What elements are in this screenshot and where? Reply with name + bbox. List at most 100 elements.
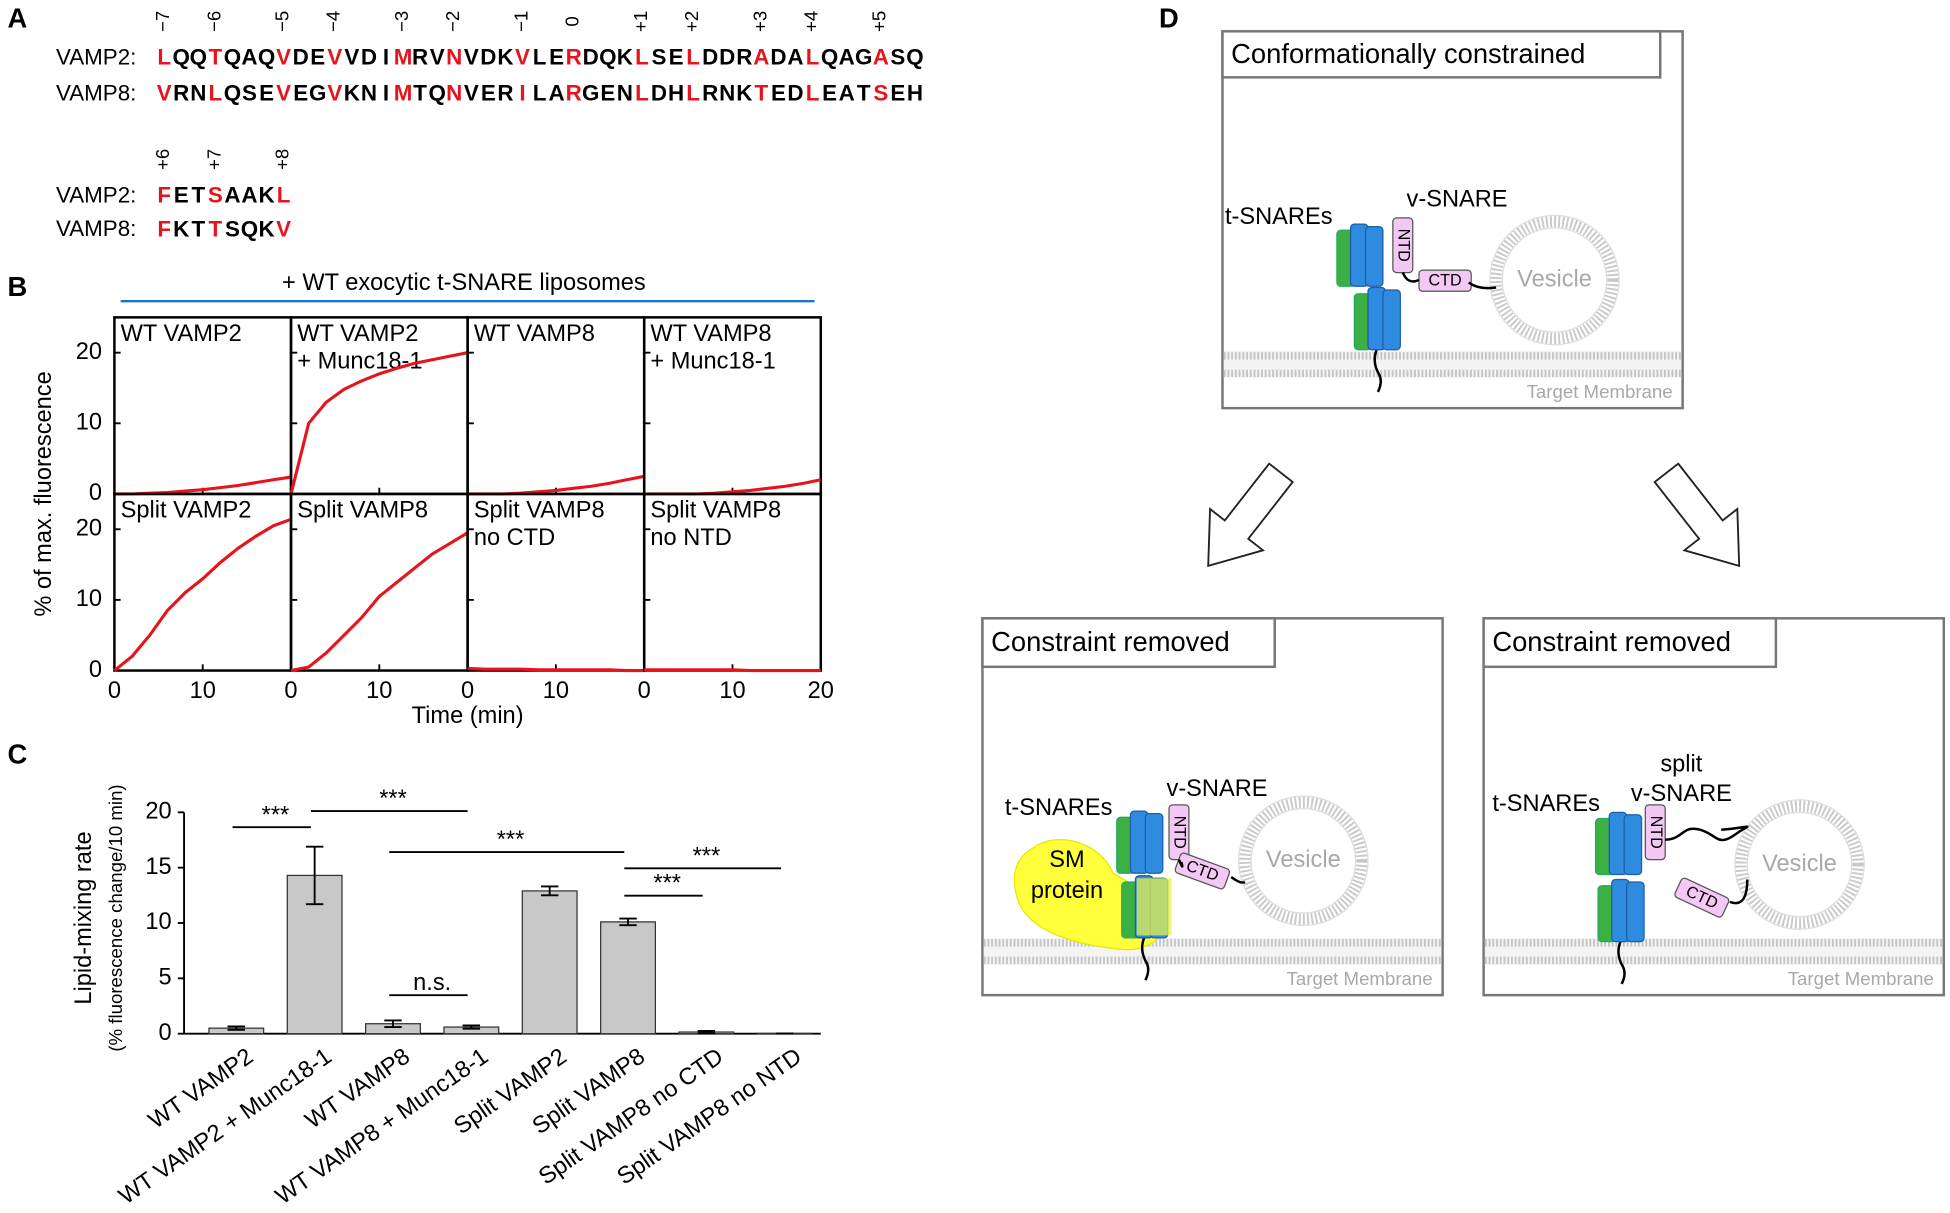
panel-title: WT VAMP8 bbox=[650, 321, 771, 347]
vesicle-edge bbox=[1746, 811, 1853, 918]
significance-label: *** bbox=[653, 871, 681, 897]
protein-name: VAMP8: bbox=[56, 216, 136, 241]
t-snare-label: t-SNAREs bbox=[1005, 795, 1113, 821]
y-tick-label: 0 bbox=[89, 480, 102, 506]
error-bar bbox=[305, 845, 324, 906]
y-axis-label: (% fluorescence change/10 min) bbox=[105, 784, 126, 1051]
curve bbox=[289, 351, 468, 495]
x-tick-label: 0 bbox=[284, 678, 297, 704]
v-snare-label: v-SNARE bbox=[1407, 187, 1508, 213]
panel-title: WT VAMP8 bbox=[474, 321, 595, 347]
bar bbox=[521, 890, 578, 1035]
snare-helix bbox=[1144, 812, 1164, 874]
layer-label: +5 bbox=[869, 11, 890, 32]
y-tick-label: 15 bbox=[145, 854, 171, 880]
panel-title: Split VAMP8 bbox=[474, 498, 605, 524]
y-axis-label: Lipid-mixing rate bbox=[71, 831, 97, 1004]
panel-title: Split VAMP8 bbox=[297, 498, 428, 524]
layer-label: −5 bbox=[272, 11, 293, 32]
t-snare-label: t-SNAREs bbox=[1225, 204, 1333, 230]
title-frame bbox=[1482, 617, 1778, 669]
box-title: Constraint removed bbox=[991, 626, 1230, 657]
y-tick-label: 20 bbox=[76, 339, 102, 365]
layer-label: +1 bbox=[630, 11, 651, 32]
panel-letter: D bbox=[1159, 2, 1179, 33]
ctd-box bbox=[1674, 877, 1730, 918]
vesicle-label: Vesicle bbox=[1762, 851, 1837, 877]
layer-label: +8 bbox=[272, 149, 293, 170]
vesicle-edge bbox=[1501, 227, 1608, 333]
curve bbox=[290, 531, 469, 673]
title-frame bbox=[981, 617, 1276, 669]
vesicle-label: Vesicle bbox=[1517, 266, 1592, 292]
error-bar bbox=[227, 1025, 245, 1031]
panel-title: no NTD bbox=[650, 525, 731, 551]
arrow bbox=[1653, 462, 1741, 568]
y-tick-label: 0 bbox=[89, 657, 102, 683]
panel-letter: A bbox=[7, 2, 27, 33]
membrane-label: Target Membrane bbox=[1287, 968, 1433, 989]
protein-name: VAMP2: bbox=[56, 45, 136, 70]
line-panel: WT VAMP8 bbox=[466, 316, 646, 496]
x-tick-label: 0 bbox=[461, 678, 474, 704]
arrow bbox=[1207, 462, 1295, 568]
layer-label: +7 bbox=[203, 149, 224, 170]
linker bbox=[1665, 825, 1749, 842]
snare-helix bbox=[1382, 289, 1401, 351]
curve bbox=[644, 478, 822, 496]
layer-label: −6 bbox=[203, 11, 224, 32]
panel-title: Split VAMP2 bbox=[121, 498, 252, 524]
ntd-label: NTD bbox=[1171, 816, 1189, 849]
layer-label: −7 bbox=[152, 11, 173, 32]
linker bbox=[1230, 875, 1246, 884]
layer-label: −2 bbox=[442, 11, 463, 32]
sm-label: SM bbox=[1049, 847, 1084, 873]
line-panel: 0 10 0 10 20 Split VAMP2 bbox=[76, 492, 293, 704]
vesicle-label: Vesicle bbox=[1266, 847, 1341, 873]
panel-title: + Munc18-1 bbox=[650, 348, 775, 374]
snare-helix bbox=[1364, 225, 1384, 287]
error-bar bbox=[384, 1019, 402, 1028]
v-snare-label: v-SNARE bbox=[1631, 781, 1732, 807]
error-bar bbox=[619, 917, 637, 927]
vesicle-membrane bbox=[1735, 800, 1864, 929]
snare-helix bbox=[1626, 881, 1645, 943]
tail bbox=[1140, 937, 1150, 981]
bar bbox=[600, 921, 657, 1035]
membrane-label: Target Membrane bbox=[1527, 381, 1673, 402]
v-snare-label: split bbox=[1660, 751, 1702, 777]
ntd-label: NTD bbox=[1647, 816, 1665, 849]
linker bbox=[1467, 281, 1497, 290]
box-frame bbox=[1482, 617, 1946, 997]
panel-title: WT VAMP2 bbox=[121, 321, 242, 347]
curve bbox=[113, 517, 292, 672]
sequence: LQQTQAQVDE V VD I MRVNVDKV L ERDQK L S E L DDRADA LQ… bbox=[157, 45, 923, 70]
sequence: VRN LQS E V EGVKN I MTQNV ER I L ARGEN L DH L RNK T ED L E… bbox=[157, 81, 923, 106]
title-frame bbox=[1221, 30, 1662, 79]
panel-title: Split VAMP8 bbox=[650, 498, 781, 524]
x-tick-label: 10 bbox=[543, 678, 569, 704]
x-axis-label: Time (min) bbox=[412, 703, 524, 729]
layer-label: 0 bbox=[562, 16, 583, 26]
vesicle-edge bbox=[1489, 214, 1620, 346]
y-axis-label: % of max. fluorescence bbox=[31, 371, 57, 616]
line-panel: 0 10 Split VAMP8 bbox=[284, 492, 469, 704]
line-panel: 0 10 20 WT VAMP2 bbox=[76, 316, 293, 506]
panel-title: + Munc18-1 bbox=[297, 348, 422, 374]
error-bar bbox=[462, 1024, 481, 1030]
significance-label: *** bbox=[262, 802, 290, 828]
vesicle-membrane bbox=[1490, 216, 1619, 345]
y-tick-label: 10 bbox=[76, 410, 102, 436]
vesicle-edge bbox=[1734, 799, 1865, 930]
box-title: Constraint removed bbox=[1492, 626, 1731, 657]
protein-name: VAMP2: bbox=[56, 183, 136, 208]
curve bbox=[644, 668, 821, 673]
diagram-box: Target Membrane Constraint removed Vesicle… bbox=[981, 617, 1444, 997]
linker bbox=[1729, 879, 1749, 905]
sequence: F E T SAAK L bbox=[157, 183, 290, 208]
box-title: Conformationally constrained bbox=[1231, 38, 1585, 69]
